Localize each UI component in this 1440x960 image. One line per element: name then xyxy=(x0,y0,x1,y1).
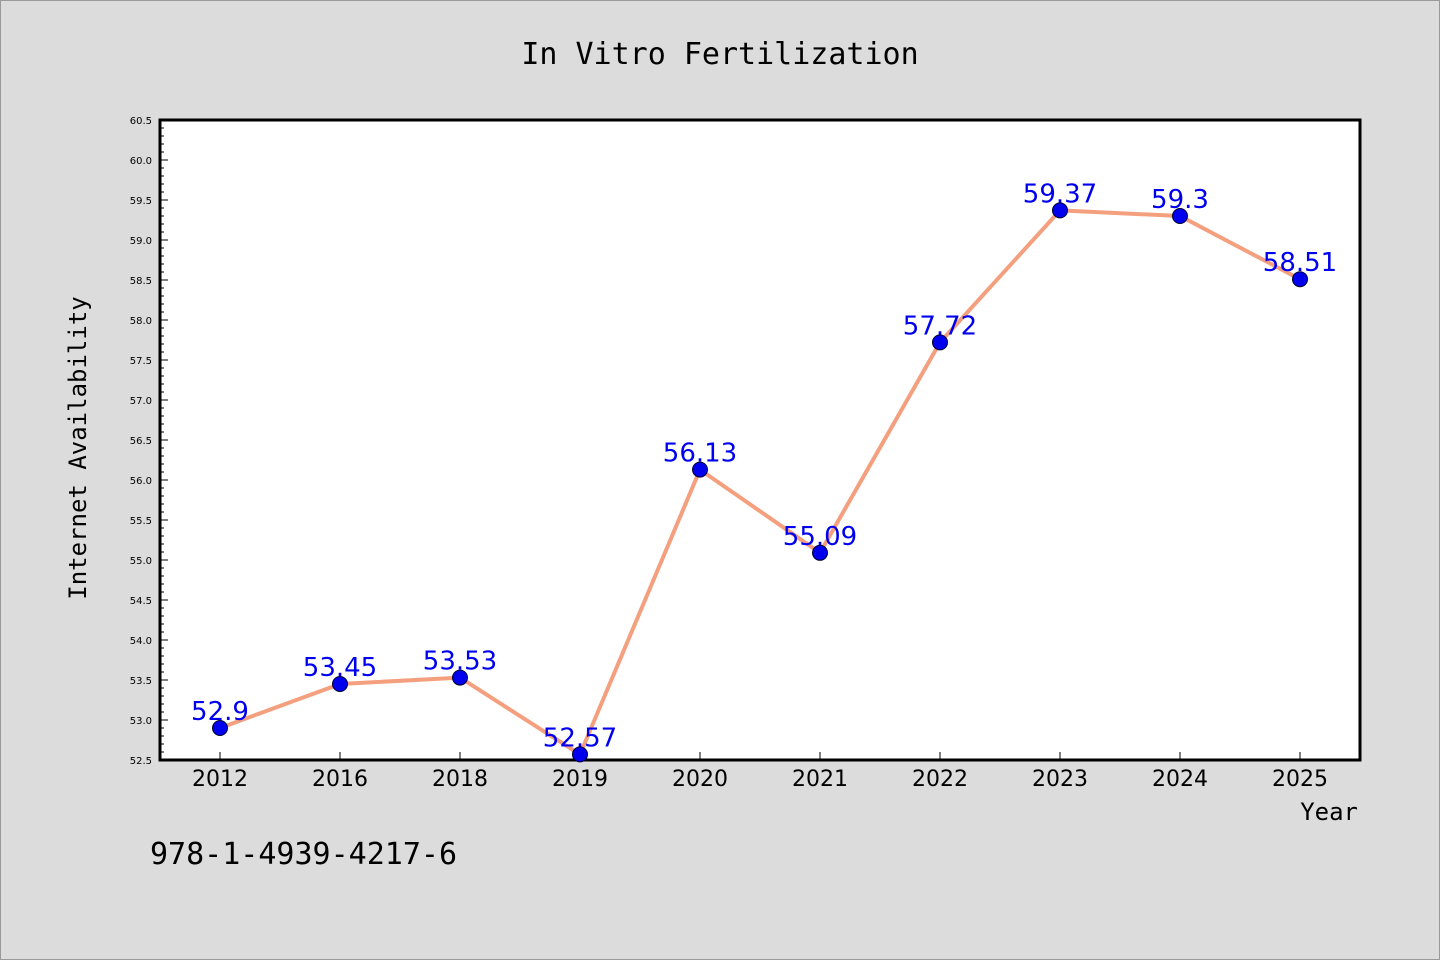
x-tick-label: 2016 xyxy=(312,767,368,792)
data-point xyxy=(212,720,228,736)
data-point xyxy=(452,669,468,686)
x-tick-label: 2021 xyxy=(792,767,848,792)
y-tick-label: 57.0 xyxy=(130,396,152,407)
data-label: 56.13 xyxy=(663,439,737,469)
data-label: 52.9 xyxy=(191,697,249,727)
series-line xyxy=(219,208,1301,757)
x-tick-label: 2018 xyxy=(432,767,488,792)
y-tick-label: 53.5 xyxy=(130,676,152,687)
y-tick-label: 55.0 xyxy=(130,556,152,567)
x-tick-label: 2019 xyxy=(552,767,608,792)
data-label: 57.72 xyxy=(903,311,977,341)
data-label: 53.53 xyxy=(423,647,497,677)
y-tick-label: 60.0 xyxy=(130,156,152,167)
x-tick-label: 2022 xyxy=(912,767,968,792)
data-label: 59.3 xyxy=(1151,185,1209,215)
data-point xyxy=(572,746,588,763)
y-tick-label: 54.0 xyxy=(130,636,152,647)
x-axis: 2012 2016 2018 2019 2020 2021 2022 2023 2024 2025 xyxy=(192,752,1328,792)
data-label: 52.57 xyxy=(543,723,617,753)
y-tick-label: 55.5 xyxy=(130,516,152,527)
y-tick-label: 54.5 xyxy=(130,596,152,607)
y-tick-label: 56.5 xyxy=(130,436,152,447)
data-label: 58.51 xyxy=(1263,248,1337,278)
series-group: 52.9 53.45 53.53 52.57 56.13 55.09 57.72 59.37 5… xyxy=(191,179,1337,763)
data-label: 53.45 xyxy=(303,653,377,683)
y-tick-label: 60.5 xyxy=(130,116,152,127)
isbn-footer: 978-1-4939-4217-6 xyxy=(150,837,457,872)
data-point xyxy=(1172,208,1188,224)
data-point xyxy=(1292,271,1308,288)
x-tick-label: 2020 xyxy=(672,767,728,792)
data-label: 55.09 xyxy=(783,522,857,552)
y-tick-label: 53.0 xyxy=(130,716,152,727)
chart-title: In Vitro Fertilization xyxy=(521,37,918,72)
y-tick-label: 57.5 xyxy=(130,356,152,367)
y-tick-label: 59.0 xyxy=(130,236,152,247)
y-tick-label: 59.5 xyxy=(130,196,152,207)
data-label: 59.37 xyxy=(1023,179,1097,209)
data-point xyxy=(812,544,828,561)
y-tick-label: 56.0 xyxy=(130,476,152,487)
y-axis: 52.5 53.0 53.5 54.0 54.5 55.0 55.5 56.0 56.5 57.0… xyxy=(130,116,168,767)
x-tick-label: 2025 xyxy=(1272,767,1328,792)
x-tick-label: 2024 xyxy=(1152,767,1208,792)
data-point xyxy=(692,461,708,478)
y-tick-label: 58.0 xyxy=(130,316,152,327)
y-tick-label: 58.5 xyxy=(130,276,152,287)
y-tick-label: 52.5 xyxy=(130,756,152,767)
data-point xyxy=(1052,202,1068,219)
x-axis-title: Year xyxy=(1300,798,1358,826)
y-axis-title: Internet Availability xyxy=(64,296,92,599)
data-point xyxy=(932,334,948,351)
data-point xyxy=(332,676,348,692)
plot-area xyxy=(158,118,1362,762)
x-tick-label: 2023 xyxy=(1032,767,1088,792)
x-tick-label: 2012 xyxy=(192,767,248,792)
